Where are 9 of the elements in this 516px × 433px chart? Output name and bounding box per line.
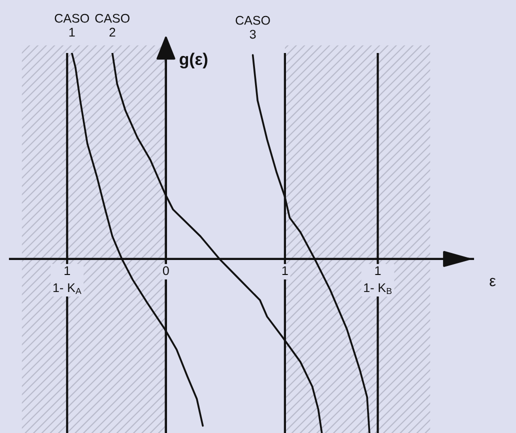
x-tick-label: 1 <box>282 266 288 275</box>
x-tick-label: 1 1- K$_{B}$ <box>364 266 392 294</box>
series-label: CASO 3 <box>236 16 270 39</box>
series-label: CASO 1 <box>54 14 90 37</box>
y-axis-title: g(ε) <box>180 52 208 68</box>
x-tick-label: 1 1- K$_{A}$ <box>53 266 82 294</box>
x-tick-label: 0 <box>162 266 169 276</box>
x-axis-title: ε <box>490 278 496 286</box>
series-label: CASO 2 <box>95 14 130 37</box>
